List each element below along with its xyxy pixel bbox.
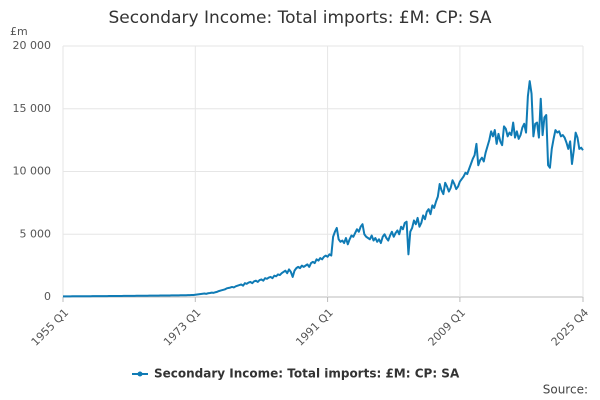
- legend-label: Secondary Income: Total imports: £M: CP:…: [154, 367, 460, 381]
- x-tick-label: 2009 Q1: [426, 306, 469, 349]
- y-unit: £m: [10, 25, 28, 38]
- series-line: [62, 80, 584, 298]
- y-tick-label: 10 000: [13, 165, 52, 178]
- x-tick-label: 1955 Q1: [29, 306, 72, 349]
- y-tick-label: 5 000: [20, 227, 52, 240]
- y-tick-label: 20 000: [13, 39, 52, 52]
- x-tick-label: 1973 Q1: [161, 306, 204, 349]
- x-tick-label: 1991 Q1: [293, 306, 336, 349]
- chart-title: Secondary Income: Total imports: £M: CP:…: [109, 8, 492, 28]
- source: Source:: [543, 383, 588, 397]
- legend-marker: [137, 371, 143, 377]
- x-tick-label: 2025 Q4: [549, 306, 592, 349]
- y-tick-label: 15 000: [13, 102, 52, 115]
- y-tick-label: 0: [44, 290, 51, 303]
